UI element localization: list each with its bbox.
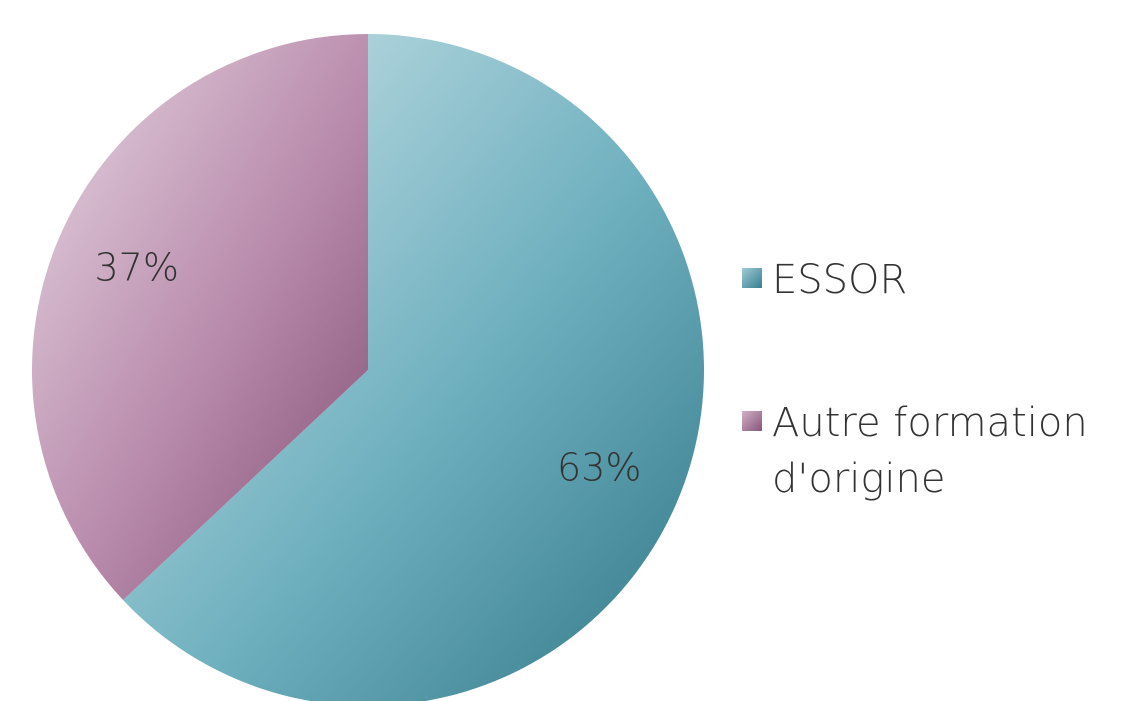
data-label: 37%: [94, 245, 178, 289]
legend-item: ESSOR: [742, 252, 1122, 308]
legend-item: Autre formation d'origine: [742, 395, 1122, 507]
legend-swatch: [742, 268, 762, 288]
pie-slice: [123, 34, 704, 701]
pie-slice: [32, 34, 369, 601]
legend-label: ESSOR: [772, 257, 908, 303]
legend-swatch: [742, 411, 762, 431]
legend-label: Autre formation d'origine: [772, 400, 1088, 502]
data-label: 63%: [557, 446, 641, 490]
